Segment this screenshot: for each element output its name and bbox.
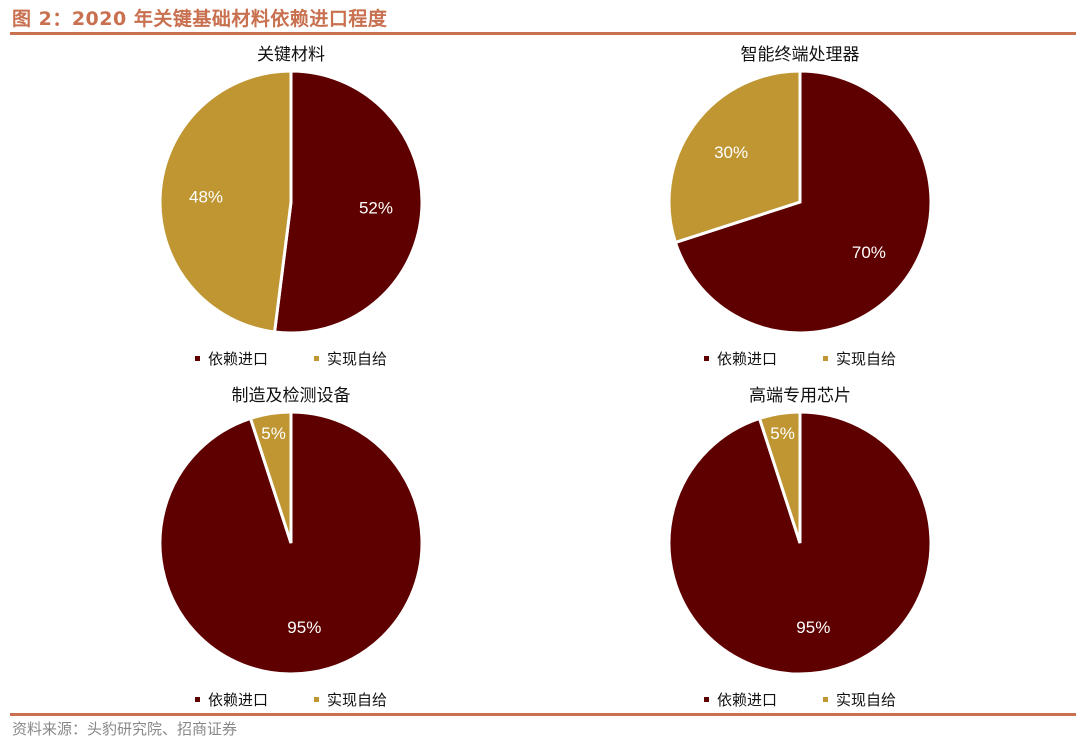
legend-item: 依赖进口	[194, 689, 268, 710]
legend-swatch	[314, 697, 319, 702]
figure-title: 图 2：2020 年关键基础材料依赖进口程度	[12, 8, 388, 30]
legend: 依赖进口 实现自给	[590, 689, 1010, 710]
legend-swatch	[194, 697, 200, 702]
pie-chart: 95% 5%	[158, 410, 424, 676]
pie-title: 智能终端处理器	[740, 45, 860, 65]
legend-label: 实现自给	[327, 691, 388, 709]
legend-item: 依赖进口	[703, 689, 777, 710]
legend-swatch	[314, 356, 319, 361]
data-label: 5%	[770, 424, 795, 443]
legend-swatch	[823, 356, 828, 361]
pie-slice-self	[158, 69, 293, 334]
top-rule	[10, 32, 1076, 35]
legend: 依赖进口 实现自给	[81, 689, 501, 710]
legend-swatch	[703, 356, 709, 361]
legend-item: 实现自给	[314, 348, 387, 369]
pie-panel-2: 制造及检测设备 95% 5% 依赖进口 实现自给	[81, 381, 501, 711]
pie-slice-self	[667, 69, 802, 245]
legend-item: 实现自给	[823, 689, 896, 710]
data-label: 30%	[714, 143, 748, 162]
legend-label: 实现自给	[327, 350, 388, 368]
legend-item: 依赖进口	[703, 348, 777, 369]
data-label: 52%	[359, 198, 393, 217]
legend-swatch	[823, 697, 828, 702]
pie-chart: 70% 30%	[667, 69, 933, 335]
data-label: 48%	[189, 188, 223, 207]
pie-slice-import	[673, 69, 933, 335]
data-label: 95%	[287, 618, 321, 637]
source-note: 资料来源：头豹研究院、招商证券	[12, 720, 238, 738]
pie-panel-3: 高端专用芯片 95% 5% 依赖进口 实现自给	[590, 381, 1010, 711]
legend-label: 依赖进口	[716, 350, 777, 368]
pie-slice-import	[272, 69, 424, 335]
legend-label: 实现自给	[836, 691, 897, 709]
legend-swatch	[194, 356, 200, 361]
legend-item: 实现自给	[314, 689, 387, 710]
legend-item: 依赖进口	[194, 348, 268, 369]
bottom-rule	[10, 713, 1076, 716]
pie-chart: 52% 48%	[158, 69, 424, 335]
data-label: 70%	[852, 243, 886, 262]
legend-label: 依赖进口	[207, 350, 268, 368]
legend-item: 实现自给	[823, 348, 896, 369]
pie-panel-1: 智能终端处理器 70% 30% 依赖进口 实现自给	[590, 40, 1010, 370]
legend-swatch	[703, 697, 709, 702]
data-label: 95%	[796, 618, 830, 637]
pie-slice-self	[248, 410, 293, 544]
pie-title: 关键材料	[257, 45, 325, 65]
legend-label: 依赖进口	[716, 691, 777, 709]
legend-label: 实现自给	[836, 350, 897, 368]
data-label: 5%	[261, 424, 286, 443]
pie-panel-0: 关键材料 52% 48% 依赖进口 实现自给	[81, 40, 501, 370]
legend: 依赖进口 实现自给	[590, 348, 1010, 369]
pie-slice-self	[757, 410, 802, 544]
legend-label: 依赖进口	[207, 691, 268, 709]
pie-title: 制造及检测设备	[231, 386, 351, 406]
pie-chart: 95% 5%	[667, 410, 933, 676]
legend: 依赖进口 实现自给	[81, 348, 501, 369]
pie-title: 高端专用芯片	[749, 386, 851, 406]
